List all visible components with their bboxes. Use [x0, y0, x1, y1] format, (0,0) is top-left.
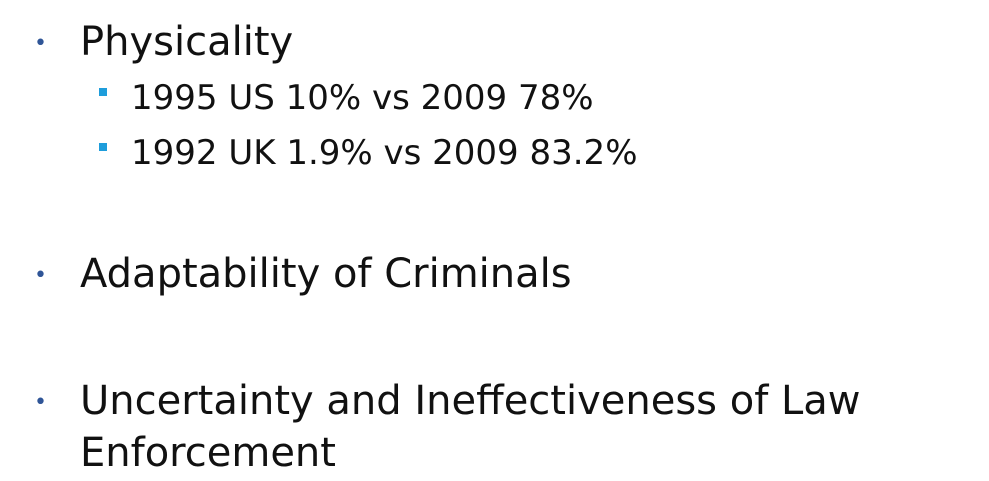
- bullet-uncertainty-line1: Uncertainty and Ineffectiveness of Law: [80, 378, 861, 424]
- bullet-physicality: Physicality: [80, 19, 294, 65]
- subbullet-marker: [99, 143, 107, 151]
- bullet-dot: •: [34, 263, 47, 288]
- bullet-dot: •: [34, 31, 47, 56]
- bullet-uncertainty-line2: Enforcement: [80, 430, 336, 476]
- subbullet-marker: [99, 88, 107, 96]
- bullet-adaptability: Adaptability of Criminals: [80, 251, 572, 297]
- subbullet-uk-stat: 1992 UK 1.9% vs 2009 83.2%: [131, 133, 638, 173]
- bullet-dot: •: [34, 390, 47, 415]
- subbullet-us-stat: 1995 US 10% vs 2009 78%: [131, 78, 594, 118]
